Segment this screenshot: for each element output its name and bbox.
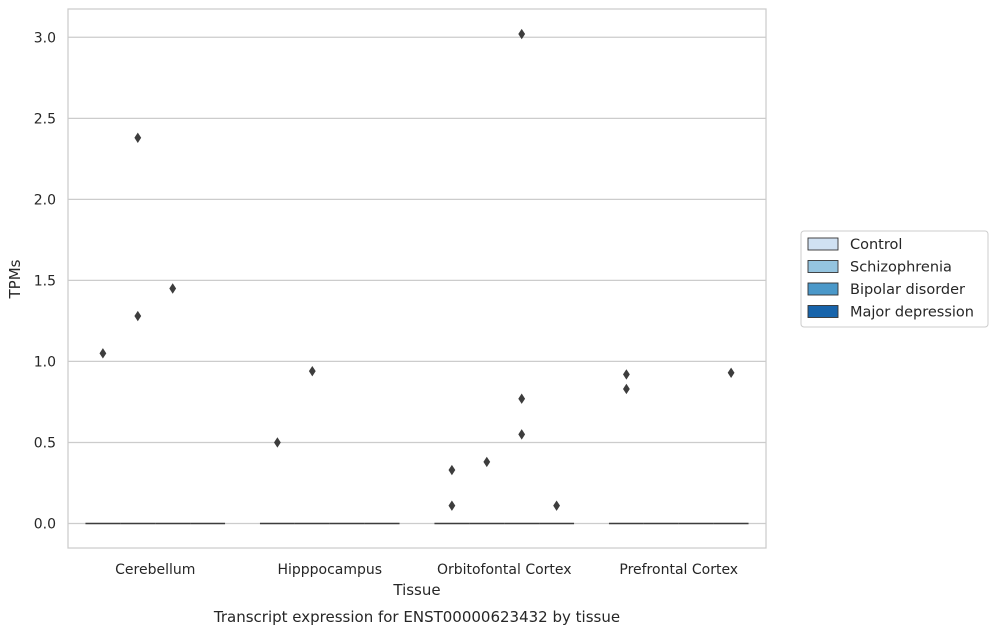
x-tick-label: Hipppocampus (277, 562, 382, 578)
y-axis-label: TPMs (6, 259, 24, 299)
chart-title: Transcript expression for ENST0000062343… (213, 608, 620, 626)
outlier-point (483, 456, 491, 468)
plot-frame (67, 8, 767, 549)
legend: Control Schizophrenia Bipolar disorder Majo… (800, 230, 989, 328)
y-tick-label: 2.5 (34, 111, 56, 127)
legend-frame (800, 230, 989, 328)
y-tick-label: 0.5 (34, 435, 56, 451)
y-tick-label: 3.0 (34, 30, 56, 46)
outlier-point (727, 367, 735, 378)
legend-swatch (807, 282, 839, 296)
outlier-point (134, 132, 142, 143)
y-tick-label: 2.0 (34, 192, 56, 208)
x-tick-label: Prefrontal Cortex (619, 562, 738, 578)
outlier-point (553, 500, 560, 511)
outlier-point (448, 464, 456, 476)
outlier-point (518, 393, 526, 404)
outlier-point (518, 429, 526, 440)
x-tick-label: Cerebellum (115, 562, 195, 578)
x-tick-labels: Cerebellum Hipppocampus Orbitofontal Corte… (115, 562, 738, 578)
legend-label: Control (850, 237, 902, 253)
outlier-point (518, 28, 526, 40)
outlier-point (448, 500, 456, 511)
legend-label: Major depression (850, 305, 974, 321)
outlier-point (169, 283, 177, 294)
legend-swatch (807, 305, 839, 318)
plot-background (68, 9, 766, 548)
outlier-point (134, 310, 142, 322)
x-tick-label: Orbitofontal Cortex (437, 562, 572, 578)
outlier-point (308, 365, 316, 377)
legend-label: Schizophrenia (850, 260, 952, 276)
outlier-point (623, 383, 630, 395)
y-tick-label: 1.5 (34, 273, 56, 289)
legend-label: Bipolar disorder (850, 282, 965, 298)
y-tick-label: 1.0 (34, 354, 56, 370)
legend-swatch (807, 260, 839, 273)
x-axis-label: Tissue (392, 581, 440, 599)
outlier-point (274, 437, 281, 448)
y-tick-labels: 0.0 0.5 1.0 1.5 2.0 2.5 3.0 (34, 30, 56, 532)
legend-swatch (807, 237, 839, 251)
y-gridlines (68, 36, 766, 525)
y-tick-label: 0.0 (34, 517, 56, 533)
legend-items: Control Schizophrenia Bipolar disorder Majo… (807, 237, 974, 321)
outlier-point (623, 369, 630, 380)
outlier-point (99, 348, 107, 359)
outlier-points (99, 28, 735, 511)
